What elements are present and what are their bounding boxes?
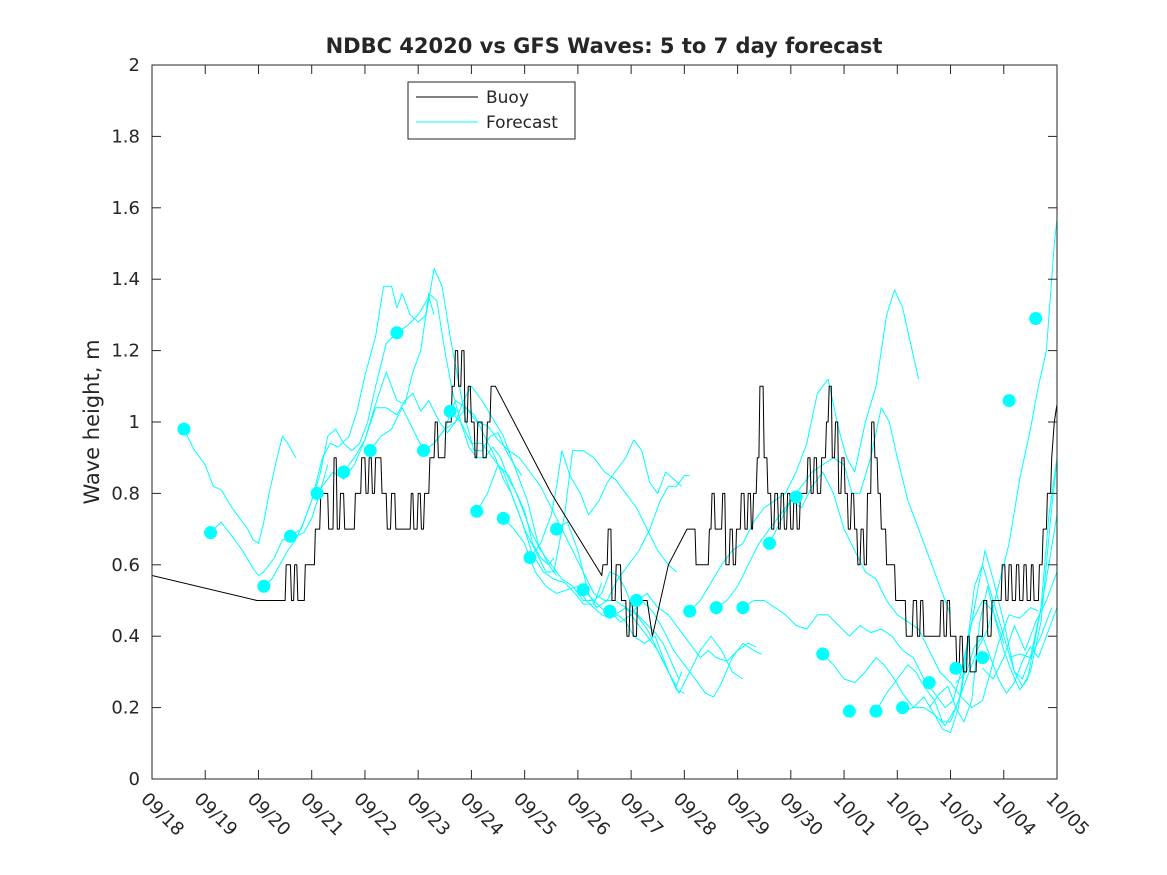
forecast-start-marker-23 [842,704,856,718]
forecast-start-marker-6 [363,444,377,458]
forecast-start-marker-3 [283,529,297,543]
legend-label-buoy: Buoy [486,88,529,108]
y-tick-label-3: 0.6 [111,555,140,576]
forecast-start-marker-4 [310,486,324,500]
plot-area [152,65,1057,779]
forecast-start-marker-5 [337,465,351,479]
forecast-start-marker-19 [736,601,750,615]
legend-box [407,81,576,140]
marker-layer [177,311,1043,718]
forecast-start-marker-13 [550,522,564,536]
y-tick-label-10: 2 [129,55,140,76]
forecast-series-line-26 [982,570,1057,680]
forecast-series-line-2 [210,464,329,576]
forecast-series-line-21 [822,214,1057,726]
y-axis-ticks: 0 0.2 0.4 0.6 0.8 1 1.2 1.4 1.6 1.8 2 [111,55,1057,790]
forecast-start-marker-26 [922,676,936,690]
forecast-start-marker-8 [417,444,430,458]
forecast-start-marker-12 [523,551,537,565]
forecast-series-line-11 [503,518,685,694]
chart-title: NDBC 42020 vs GFS Waves: 5 to 7 day fore… [326,34,883,58]
forecast-start-marker-29 [1002,394,1016,408]
forecast-series-line-23 [902,455,1057,734]
forecast-series-line-7 [369,407,603,605]
forecast-series-line-24 [928,510,1057,723]
forecast-series-line-25 [955,607,1057,694]
buoy-series-line [152,350,1057,673]
forecast-series-line-6 [343,385,558,576]
forecast-start-marker-7 [390,326,404,340]
legend: Buoy Forecast [407,81,576,140]
forecast-start-marker-11 [496,511,510,525]
forecast-start-marker-10 [470,504,484,518]
y-tick-label-8: 1.6 [111,198,140,219]
forecast-series-line-20 [769,471,1039,709]
series-layer [152,214,1057,734]
forecast-start-marker-24 [869,704,883,718]
forecast-series-line-17 [689,289,920,612]
forecast-series-line-13 [556,475,690,609]
y-tick-label-2: 0.4 [111,626,140,647]
forecast-series-line-16 [636,592,757,662]
y-tick-label-9: 1.8 [111,126,140,147]
y-tick-label-0: 0 [129,769,140,790]
forecast-series-line-12 [529,439,683,558]
forecast-start-marker-9 [443,404,457,418]
forecast-start-marker-1 [204,526,218,540]
forecast-series-line-19 [742,600,1005,709]
forecast-start-marker-21 [789,490,803,504]
y-tick-label-4: 0.8 [111,483,140,504]
forecast-start-marker-30 [1029,311,1043,325]
forecast-start-marker-15 [603,604,617,618]
forecast-series-line-4 [290,268,523,537]
forecast-start-marker-20 [763,536,777,550]
forecast-series-line-27 [1008,607,1053,659]
y-tick-label-5: 1 [129,412,140,433]
forecast-start-marker-25 [896,701,910,715]
forecast-series-line-18 [716,407,951,615]
forecast-start-marker-16 [629,594,643,607]
forecast-start-marker-27 [949,661,963,675]
forecast-series-line-10 [476,464,680,680]
y-axis-label: Wave height, m [80,339,104,504]
y-tick-label-1: 0.2 [111,698,140,719]
legend-label-forecast: Forecast [486,113,558,133]
forecast-start-marker-28 [975,651,989,665]
forecast-start-marker-18 [709,601,723,615]
forecast-series-line-3 [263,296,435,587]
forecast-series-line-1 [183,428,297,544]
forecast-start-marker-2 [257,579,271,593]
y-tick-label-6: 1.2 [111,341,140,362]
forecast-start-marker-22 [816,647,830,661]
forecast-start-marker-14 [576,583,590,597]
forecast-start-marker-17 [683,604,697,618]
forecast-start-marker-0 [177,422,191,436]
y-tick-label-7: 1.4 [111,269,140,290]
